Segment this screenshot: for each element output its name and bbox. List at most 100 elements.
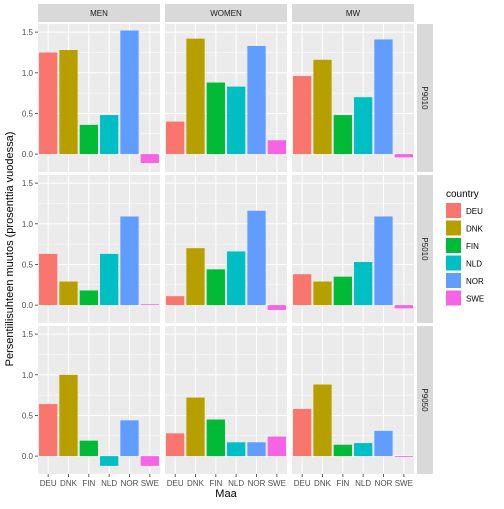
x-tick-label-dnk: DNK: [60, 479, 78, 488]
bar-p9050-women-fin: [206, 419, 225, 457]
bar-p5010-women-fin: [206, 269, 225, 306]
bar-p9050-women-dnk: [186, 397, 205, 457]
legend-key-nor: [446, 273, 461, 288]
x-tick-label-dnk: DNK: [314, 479, 332, 488]
bar-p5010-mw-dnk: [313, 281, 332, 306]
bar-p9010-mw-nld: [354, 97, 373, 155]
y-tick-label: 1.0: [22, 371, 34, 380]
bar-p5010-men-swe: [140, 304, 159, 306]
facet-strip-men: [38, 4, 160, 22]
legend-label-fin: FIN: [466, 242, 479, 251]
panel-p9010-women: [165, 24, 287, 172]
y-tick-label: 0.0: [22, 452, 34, 461]
y-tick-label: 0.5: [22, 109, 34, 118]
x-tick-label-swe: SWE: [395, 479, 413, 488]
legend: country DEU DNK FIN NLD NOR SWE: [446, 189, 484, 306]
y-tick-label: 1.5: [22, 330, 34, 339]
bar-p5010-women-dnk: [186, 248, 205, 306]
bar-p9050-mw-deu: [293, 408, 312, 457]
panels-layer: MEN WOMEN MW P9010 P5010 P9050: [38, 4, 433, 474]
bar-p5010-women-nld: [227, 251, 246, 306]
bar-p9050-mw-dnk: [313, 384, 332, 457]
x-tick-label-swe: SWE: [141, 479, 159, 488]
x-tick-label-nld: NLD: [228, 479, 244, 488]
bar-p9010-men-nor: [120, 30, 139, 155]
panel-background: [38, 326, 160, 474]
y-tick-label: 1.0: [22, 220, 34, 229]
x-tick-label-fin: FIN: [336, 479, 349, 488]
bar-p5010-mw-nor: [374, 216, 393, 306]
legend-key-nld: [446, 255, 461, 271]
bar-p9010-mw-nor: [374, 39, 393, 155]
panel-background: [165, 24, 287, 172]
legend-key-deu: [446, 203, 461, 218]
facet-label-p9010: P9010: [420, 86, 429, 110]
bar-p9050-men-deu: [39, 404, 58, 457]
bar-p9010-women-dnk: [186, 38, 205, 155]
legend-key-dnk: [446, 220, 461, 236]
bar-p9050-women-deu: [166, 433, 185, 457]
panel-p9010-men: [38, 24, 160, 172]
panel-p9010-mw: [292, 24, 414, 172]
x-tick-label-nor: NOR: [121, 479, 139, 488]
bar-p9050-men-swe: [140, 456, 159, 466]
facet-label-women: WOMEN: [210, 9, 242, 18]
x-tick-label-fin: FIN: [209, 479, 222, 488]
facet-strip-women: [165, 4, 287, 22]
x-tick-label-nld: NLD: [355, 479, 371, 488]
bar-p9010-women-nld: [227, 86, 246, 155]
legend-title: country: [446, 189, 479, 200]
bar-p9010-men-swe: [140, 154, 159, 164]
legend-label-nld: NLD: [466, 260, 482, 269]
panel-background: [165, 326, 287, 474]
y-tick-label: 1.5: [22, 28, 34, 37]
x-tick-label-swe: SWE: [268, 479, 286, 488]
panel-p9050-women: [165, 326, 287, 474]
x-tick-label-deu: DEU: [40, 479, 57, 488]
legend-key-swe: [446, 290, 461, 306]
legend-label-dnk: DNK: [466, 225, 484, 234]
bar-p5010-women-deu: [166, 296, 185, 306]
bar-p9050-mw-nld: [354, 443, 373, 457]
bar-p9050-women-nor: [247, 442, 266, 457]
facet-label-p9050: P9050: [420, 388, 429, 412]
panel-p5010-men: [38, 175, 160, 323]
bar-p9010-men-deu: [39, 52, 58, 155]
bar-p9010-mw-deu: [293, 76, 312, 155]
bar-p5010-men-deu: [39, 253, 58, 306]
facet-label-p5010: P5010: [420, 237, 429, 261]
y-tick-label: 1.0: [22, 69, 34, 78]
legend-label-deu: DEU: [466, 207, 483, 216]
x-tick-label-nor: NOR: [248, 479, 266, 488]
bar-p5010-women-nor: [247, 210, 266, 306]
bar-p9050-women-nld: [227, 442, 246, 457]
x-tick-label-fin: FIN: [82, 479, 95, 488]
bar-p9010-men-fin: [79, 124, 98, 155]
bar-p5010-mw-swe: [394, 305, 413, 309]
bar-p5010-men-nld: [100, 253, 119, 306]
facet-strip-p5010: [417, 175, 433, 323]
x-tick-label-deu: DEU: [167, 479, 184, 488]
facet-strip-p9010: [417, 24, 433, 172]
bar-p9010-women-swe: [267, 140, 286, 155]
bar-p9010-women-fin: [206, 82, 225, 155]
panel-background: [38, 175, 160, 323]
bar-p9050-men-nor: [120, 420, 139, 457]
y-axis-title: Persentiilisuhteen muutos (prosenttia vu…: [4, 132, 16, 367]
y-tick-label: 0.0: [22, 150, 34, 159]
bar-p5010-mw-fin: [333, 276, 352, 306]
facet-label-men: MEN: [90, 9, 108, 18]
bar-p5010-men-nor: [120, 216, 139, 306]
bar-p5010-men-dnk: [59, 281, 78, 306]
bar-p9050-men-fin: [79, 440, 98, 457]
facet-strip-p9050: [417, 326, 433, 474]
y-tick-label: 0.0: [22, 301, 34, 310]
bar-p9010-women-nor: [247, 45, 266, 155]
bar-p5010-men-fin: [79, 290, 98, 306]
panel-p5010-mw: [292, 175, 414, 323]
bar-p9050-mw-swe: [394, 456, 413, 457]
bar-p9010-men-dnk: [59, 50, 78, 155]
